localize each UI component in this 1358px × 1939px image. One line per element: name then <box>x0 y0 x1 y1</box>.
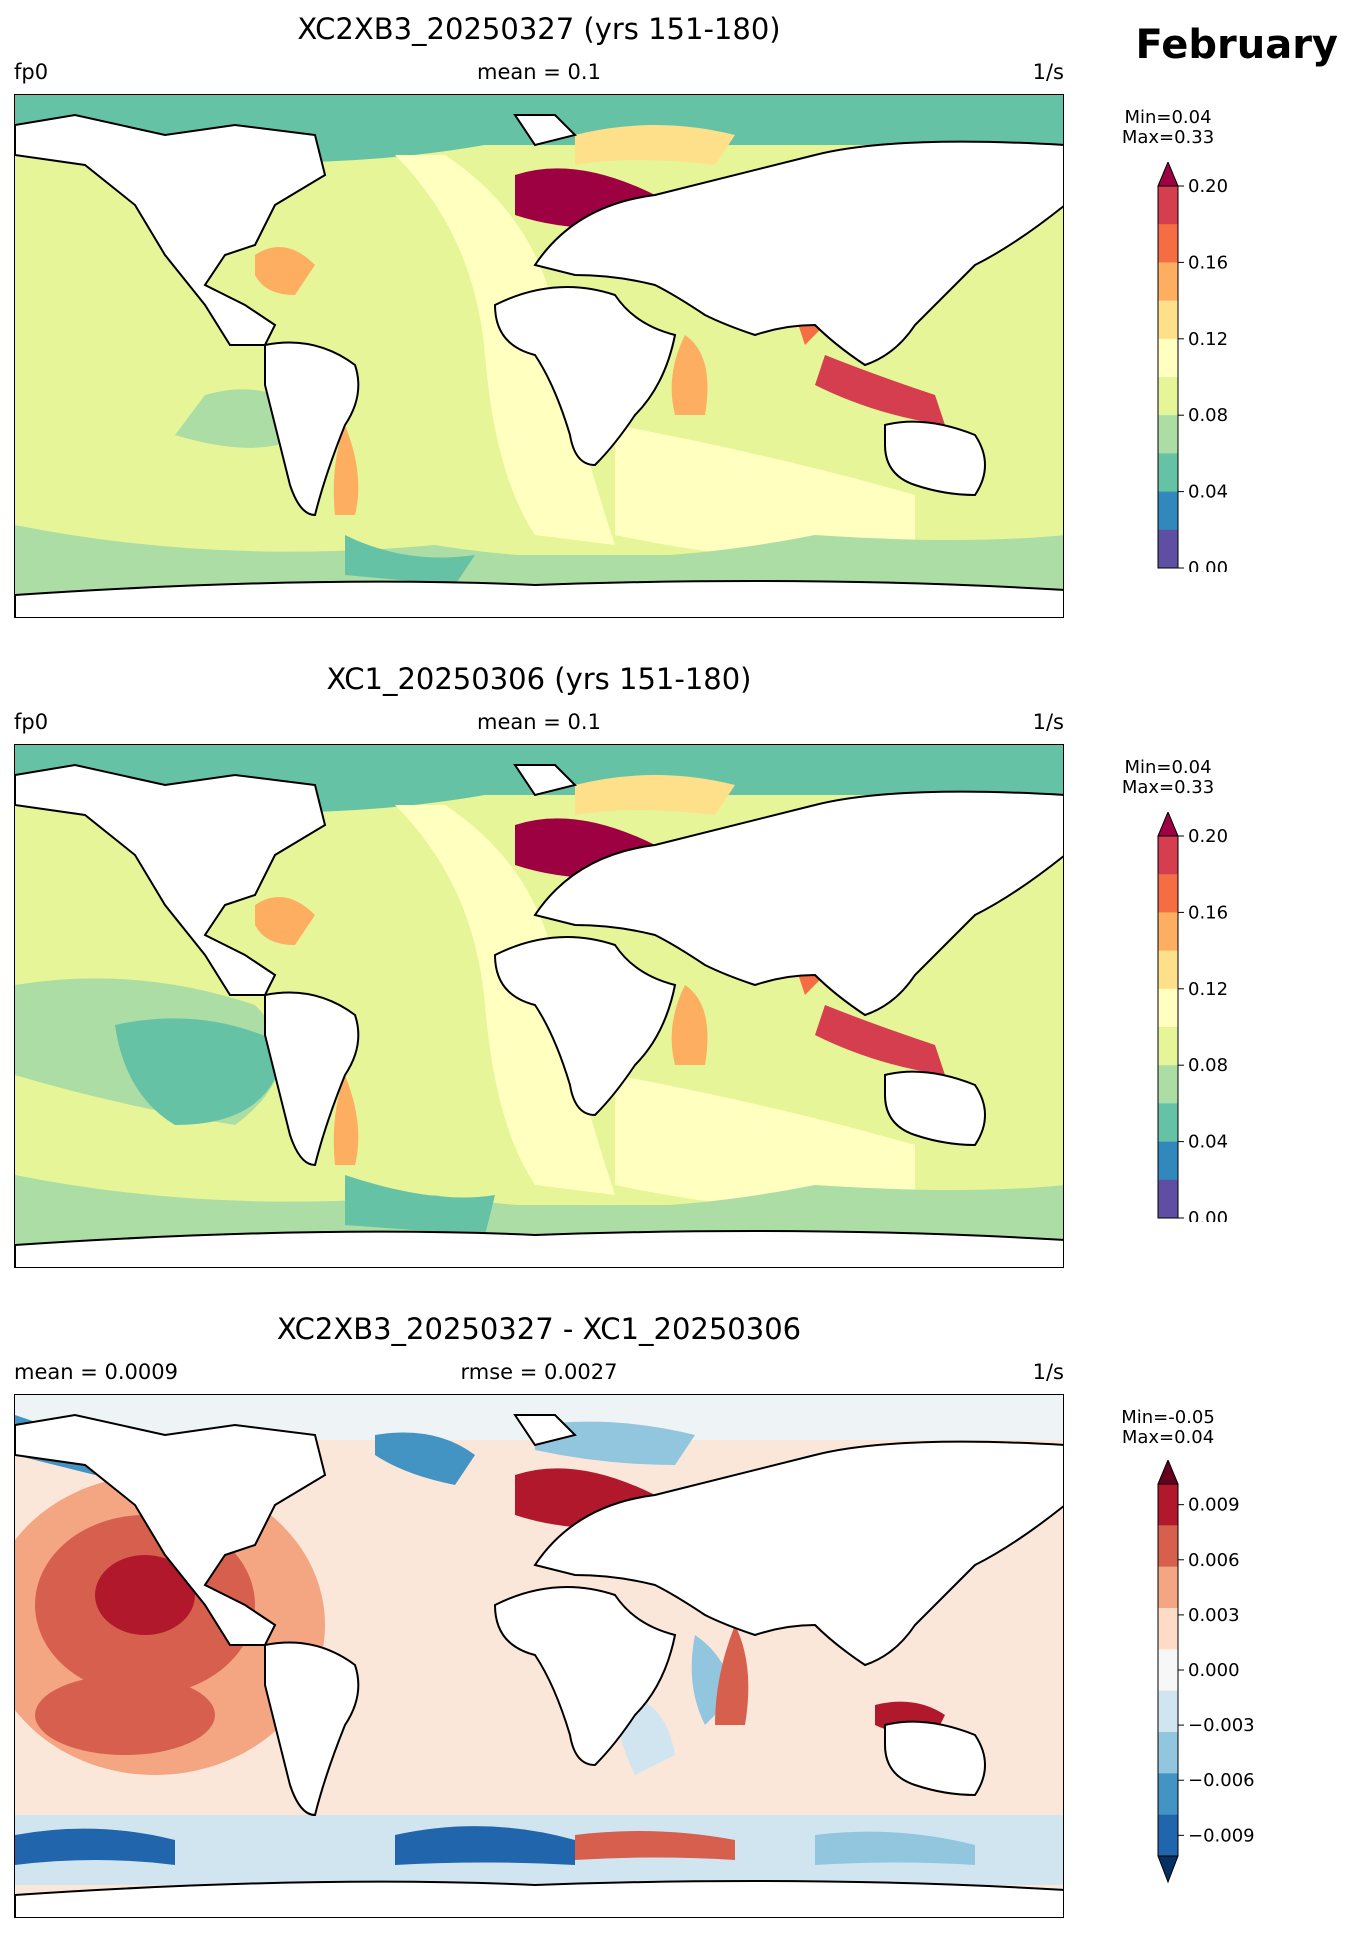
panel-1-max: Max=0.33 <box>1121 127 1215 148</box>
colorbar-segment <box>1158 1566 1178 1609</box>
colorbar-tick-label: −0.003 <box>1188 1715 1255 1736</box>
colorbar-segment <box>1158 186 1178 225</box>
colorbar-segment <box>1158 1608 1178 1650</box>
colorbar-segment <box>1158 1179 1178 1219</box>
colorbar-extend-max <box>1157 812 1179 837</box>
panel-2-mean-label: mean = 0.1 <box>477 710 601 734</box>
panel-2-units-label: 1/s <box>1032 710 1064 734</box>
colorbar-tick-label: 0.04 <box>1188 482 1228 503</box>
month-title: February <box>1135 22 1338 68</box>
colorbar-segment <box>1158 224 1178 263</box>
panel-2-max: Max=0.33 <box>1121 777 1215 798</box>
colorbar-tick-label: 0.08 <box>1188 405 1228 426</box>
panel-3-units-label: 1/s <box>1032 1360 1064 1384</box>
colorbar-tick-label: 0.00 <box>1188 558 1228 572</box>
colorbar-tick-label: 0.12 <box>1188 979 1228 1000</box>
panel-3-stats: Min=-0.05 Max=0.04 <box>1098 1408 1238 1448</box>
colorbar-segment <box>1158 1027 1178 1066</box>
panel-2-title: XC1_20250306 (yrs 151-180) <box>326 662 752 696</box>
panel-3-rmse-label: rmse = 0.0027 <box>460 1360 618 1384</box>
colorbar-segment <box>1158 912 1178 952</box>
colorbar-segment <box>1158 1732 1178 1774</box>
colorbar-tick-label: 0.00 <box>1188 1208 1228 1222</box>
colorbar-tick-label: 0.12 <box>1188 329 1228 350</box>
colorbar-tick-label: 0.20 <box>1188 176 1228 197</box>
panel-3-max: Max=0.04 <box>1121 1427 1215 1448</box>
colorbar-segment <box>1158 836 1178 875</box>
colorbar-segment <box>1158 1484 1178 1526</box>
panel-3-title: XC2XB3_20250327 - XC1_20250306 <box>276 1312 802 1346</box>
panel-1-variable-label: fp0 <box>14 60 49 84</box>
colorbar-segment <box>1158 453 1178 493</box>
colorbar-segment <box>1158 529 1178 569</box>
colorbar-tick-label: 0.04 <box>1188 1132 1228 1153</box>
panel-1-stats: Min=0.04 Max=0.33 <box>1098 108 1238 148</box>
colorbar-extend-max <box>1157 162 1179 187</box>
colorbar-tick-label: −0.009 <box>1188 1825 1255 1846</box>
colorbar-tick-label: 0.16 <box>1188 252 1228 273</box>
colorbar-segment <box>1158 988 1178 1028</box>
colorbar-segment <box>1158 950 1178 990</box>
colorbar-tick-label: 0.006 <box>1188 1550 1240 1571</box>
colorbar-tick-label: 0.000 <box>1188 1660 1240 1681</box>
colorbar-extend-min <box>1157 1855 1179 1884</box>
colorbar-outline <box>1157 185 1179 569</box>
colorbar-segment <box>1158 1103 1178 1143</box>
panel-1-colorbar: 0.00 0.04 0.08 0.12 0.16 0.20 <box>1157 162 1228 572</box>
panel-2-colorbar: 0.00 0.04 0.08 0.12 0.16 0.20 <box>1157 812 1228 1222</box>
panel-1-mean-label: mean = 0.1 <box>477 60 601 84</box>
colorbar-segment <box>1158 874 1178 913</box>
colorbar-segment <box>1158 491 1178 531</box>
panel-3-mean-label: mean = 0.0009 <box>14 1360 178 1384</box>
panel-3-map <box>14 1394 1064 1918</box>
panel-1-min: Min=0.04 <box>1124 107 1212 128</box>
colorbar-tick-label: 0.16 <box>1188 902 1228 923</box>
colorbar-tick-label: 0.20 <box>1188 826 1228 847</box>
colorbar-segment <box>1158 415 1178 454</box>
colorbar-tick-label: −0.006 <box>1188 1770 1255 1791</box>
panel-2-map <box>14 744 1064 1268</box>
panel-3-min: Min=-0.05 <box>1121 1407 1215 1428</box>
colorbar-tick-label: 0.08 <box>1188 1055 1228 1076</box>
colorbar-tick-label: 0.009 <box>1188 1495 1240 1516</box>
colorbar-outline <box>1157 835 1179 1219</box>
colorbar-segment <box>1158 1814 1178 1857</box>
colorbar-extend-max <box>1157 1460 1179 1485</box>
panel-2-stats: Min=0.04 Max=0.33 <box>1098 758 1238 798</box>
panel-3-colorbar: −0.009 −0.006 −0.003 0.000 0.003 0.006 0.009 <box>1157 1460 1255 1884</box>
colorbar-segment <box>1158 1525 1178 1568</box>
colorbar-segment <box>1158 300 1178 340</box>
panel-1-units-label: 1/s <box>1032 60 1064 84</box>
colorbar-segment <box>1158 1773 1178 1816</box>
panel-1-title: XC2XB3_20250327 (yrs 151-180) <box>297 12 781 46</box>
colorbar-segment <box>1158 1649 1178 1692</box>
panel-2-variable-label: fp0 <box>14 710 49 734</box>
colorbar-segment <box>1158 1141 1178 1181</box>
colorbar-segment <box>1158 1065 1178 1104</box>
colorbar-segment <box>1158 377 1178 416</box>
panel-2-min: Min=0.04 <box>1124 757 1212 778</box>
colorbar-segment <box>1158 338 1178 378</box>
colorbar-segment <box>1158 1690 1178 1733</box>
colorbar-segment <box>1158 262 1178 302</box>
colorbar-tick-label: 0.003 <box>1188 1605 1240 1626</box>
panel-1-map <box>14 94 1064 618</box>
